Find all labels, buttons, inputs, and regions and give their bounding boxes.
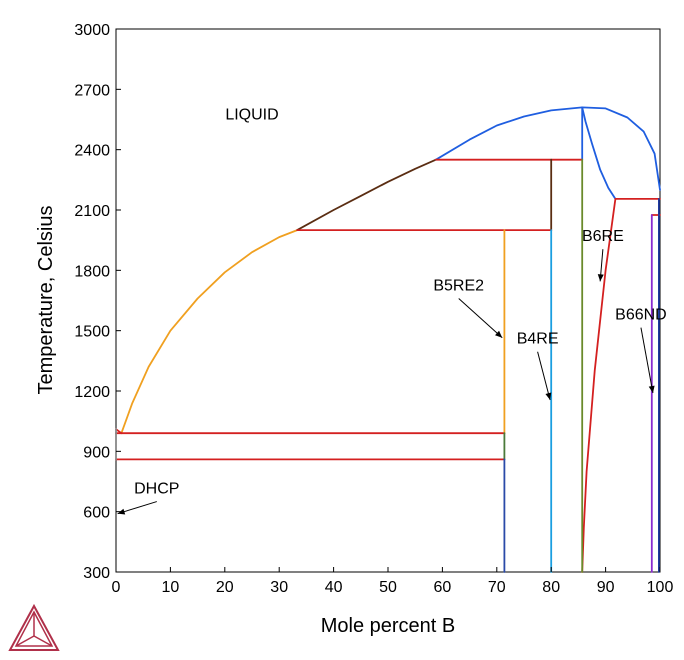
annotation-label: LIQUID [225, 107, 278, 124]
x-tick-label: 90 [597, 579, 615, 596]
annotation-arrowhead [648, 385, 655, 394]
x-tick-label: 40 [325, 579, 343, 596]
x-tick-label: 50 [379, 579, 397, 596]
annotation-label: B6RE [582, 228, 624, 245]
x-tick-label: 20 [216, 579, 234, 596]
x-tick-label: 80 [542, 579, 560, 596]
plot-frame [115, 28, 661, 573]
phase-boundary-0 [120, 229, 299, 435]
annotation-arrowhead [495, 330, 503, 338]
annotation-arrowhead [545, 392, 552, 401]
y-tick-label: 300 [83, 565, 110, 582]
annotation-label: B5RE2 [433, 277, 484, 294]
annotation-arrowhead [117, 508, 126, 515]
y-tick-label: 1800 [74, 263, 110, 280]
y-tick-label: 900 [83, 444, 110, 461]
phase-boundary-3 [581, 106, 617, 200]
x-tick-label: 10 [162, 579, 180, 596]
thermo-calc-logo-icon [8, 603, 60, 651]
y-tick-label: 600 [83, 505, 110, 522]
y-tick-label: 3000 [74, 22, 110, 39]
x-tick-label: 60 [434, 579, 452, 596]
y-tick-label: 2400 [74, 143, 110, 160]
annotation-arrow [537, 351, 551, 401]
annotation-arrow [640, 327, 654, 394]
x-tick-label: 70 [488, 579, 506, 596]
x-axis-title: Mole percent B [321, 615, 456, 637]
annotation-label: DHCP [134, 481, 179, 498]
phase-boundary-1 [296, 158, 437, 231]
y-tick-label: 2700 [74, 82, 110, 99]
phase-boundary-2 [435, 106, 661, 191]
series-layer [115, 106, 661, 573]
phase-boundary-11 [581, 198, 617, 573]
y-tick-label: 1200 [74, 384, 110, 401]
x-tick-label: 100 [647, 579, 674, 596]
annotation-layer: LIQUID DHCP B5RE2 B4RE B6RE B66ND [117, 107, 667, 515]
x-tick-label: 0 [112, 579, 121, 596]
annotation-label: B4RE [517, 331, 559, 348]
y-axis-title: Temperature, Celsius [35, 206, 57, 395]
annotation-arrow [458, 298, 503, 339]
annotation-label: B66ND [615, 307, 667, 324]
y-tick-label: 1500 [74, 324, 110, 341]
x-tick-label: 30 [270, 579, 288, 596]
y-tick-label: 2100 [74, 203, 110, 220]
annotation-arrowhead [597, 274, 604, 282]
tick-layer: 0 10 20 30 40 50 60 70 80 90 100 300 600 900 1200 1500 1… [74, 22, 673, 596]
